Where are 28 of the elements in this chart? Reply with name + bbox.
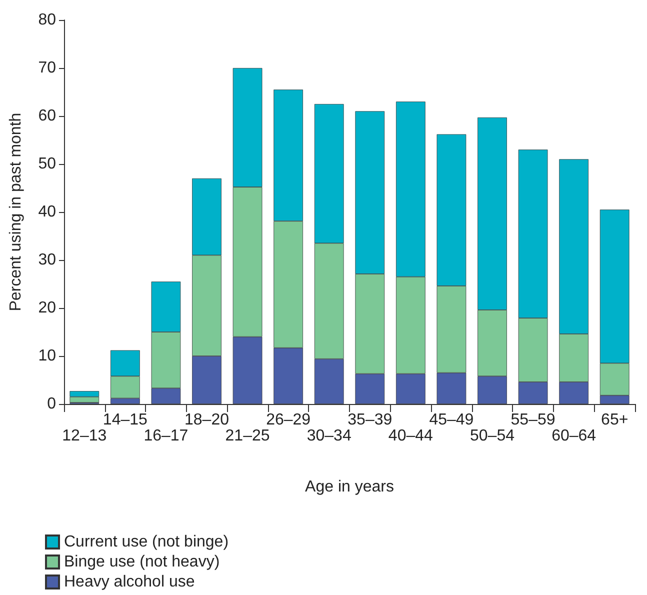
y-tick-label: 70 [38, 60, 56, 76]
x-tick-label: 40–44 [388, 428, 434, 444]
x-tick-label: 21–25 [225, 428, 270, 444]
x-tick-label: 18–20 [184, 412, 230, 428]
y-tick-label: 10 [38, 348, 56, 364]
x-tick-label: 65+ [601, 412, 628, 428]
y-axis-title: Percent using in past month [8, 112, 24, 312]
y-tick-label: 20 [38, 300, 56, 316]
y-tick-label: 60 [38, 108, 56, 124]
y-tick-label: 40 [38, 204, 56, 220]
legend-label: Binge use (not heavy) [64, 554, 220, 570]
y-tick-label: 50 [38, 156, 56, 172]
x-tick-label: 12–13 [62, 428, 107, 444]
x-tick-label: 45–49 [429, 412, 474, 428]
x-tick-label: 26–29 [266, 412, 311, 428]
x-tick-label: 16–17 [144, 428, 188, 444]
x-tick-label: 35–39 [348, 412, 392, 428]
y-tick-label: 30 [38, 252, 56, 268]
x-tick-label: 50–54 [470, 428, 515, 444]
y-tick-label: 80 [38, 12, 56, 28]
x-tick-label: 30–34 [306, 428, 352, 444]
x-tick-label: 55–59 [510, 412, 556, 428]
x-tick-label: 60–64 [552, 428, 596, 444]
x-tick-label: 14–15 [102, 412, 148, 428]
legend-label: Current use (not binge) [64, 534, 229, 550]
y-tick-label: 0 [47, 396, 56, 412]
legend-label: Heavy alcohol use [64, 574, 195, 590]
x-axis-title: Age in years [305, 478, 394, 496]
